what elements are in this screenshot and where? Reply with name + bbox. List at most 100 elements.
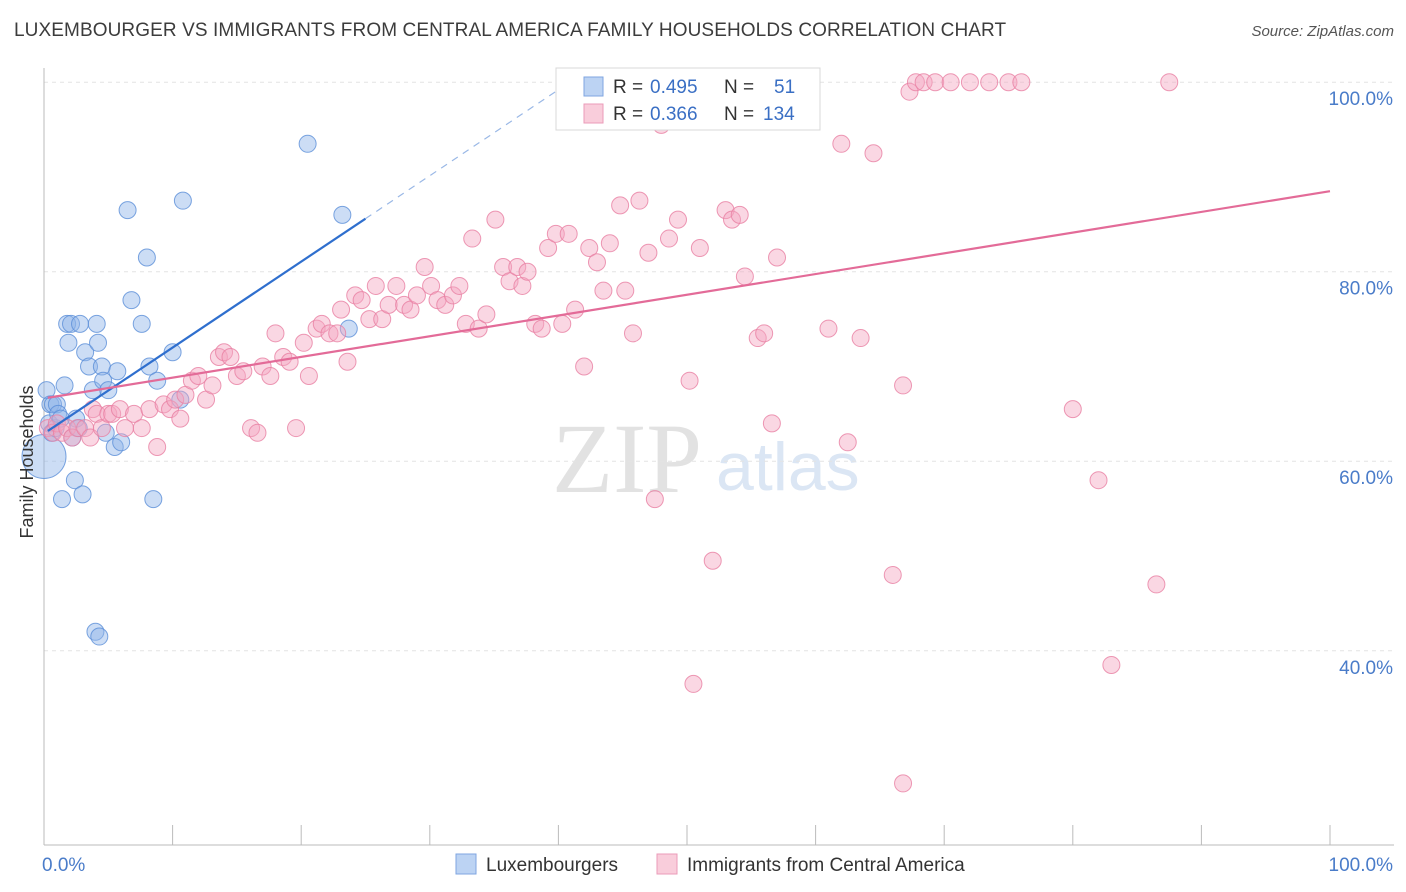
immigrant-point-122 xyxy=(926,73,945,92)
immigrant-point-43 xyxy=(299,366,318,385)
immigrant-point-103 xyxy=(730,205,749,224)
legend-swatch-immigrants xyxy=(656,853,678,875)
immigrant-point-135 xyxy=(894,774,913,793)
immigrant-point-53 xyxy=(366,276,385,295)
immigrant-point-79 xyxy=(546,224,565,243)
immigrant-point-6 xyxy=(68,419,87,438)
trend-lines xyxy=(47,84,1331,432)
legend-swatch-blue xyxy=(583,76,604,97)
correlation-legend: R = 0.495 N = 51 R = 0.366 N = 134 xyxy=(555,67,821,131)
legend-r-value-2: 0.366 xyxy=(650,104,698,125)
immigrant-point-86 xyxy=(594,281,613,300)
legend-swatch-luxembourgers xyxy=(455,853,477,875)
immigrant-point-92 xyxy=(639,243,658,262)
immigrant-point-100 xyxy=(703,551,722,570)
immigrant-point-49 xyxy=(338,352,357,371)
immigrant-point-113 xyxy=(832,134,851,153)
luxembourger-point-26 xyxy=(89,333,108,352)
luxembourger-point-27 xyxy=(90,627,109,646)
immigrant-point-51 xyxy=(352,291,371,310)
immigrant-point-48 xyxy=(332,300,351,319)
immigrant-point-127 xyxy=(1012,73,1031,92)
immigrant-point-98 xyxy=(684,674,703,693)
legend-label-luxembourgers: Luxembourgers xyxy=(486,855,618,876)
immigrant-point-93 xyxy=(645,490,664,509)
luxembourger-point-40 xyxy=(144,490,163,509)
immigrant-point-30 xyxy=(215,343,234,362)
immigrant-point-95 xyxy=(659,229,678,248)
luxembourger-point-44 xyxy=(173,191,192,210)
luxembourger-point-32 xyxy=(105,438,124,457)
immigrant-point-41 xyxy=(287,419,306,438)
immigrant-point-132 xyxy=(1160,73,1179,92)
immigrant-point-108 xyxy=(768,248,787,267)
immigrant-point-42 xyxy=(294,333,313,352)
immigrant-point-88 xyxy=(611,196,630,215)
immigrant-point-38 xyxy=(266,324,285,343)
luxembourger-point-43 xyxy=(171,390,190,409)
luxembourger-point-8 xyxy=(49,404,68,423)
watermark-atlas: atlas xyxy=(716,429,860,505)
immigrant-point-96 xyxy=(668,210,687,229)
immigrant-point-104 xyxy=(735,267,754,286)
immigrant-point-59 xyxy=(407,286,426,305)
immigrant-point-50 xyxy=(346,286,365,305)
immigrant-point-19 xyxy=(148,438,167,457)
luxembourger-trend-line xyxy=(47,217,367,432)
watermark-zip: ZIP xyxy=(552,403,702,514)
immigrant-point-80 xyxy=(553,314,572,333)
immigrant-point-119 xyxy=(900,82,919,101)
x-tick-label-1: 100.0% xyxy=(1329,855,1394,876)
source-credit: Source: ZipAtlas.com xyxy=(1251,23,1394,40)
luxembourger-point-45 xyxy=(298,134,317,153)
legend-r-label-1: R = xyxy=(613,77,643,98)
immigrant-point-20 xyxy=(154,395,173,414)
luxembourger-point-19 xyxy=(71,314,90,333)
immigrant-point-63 xyxy=(436,295,455,314)
immigrant-point-117 xyxy=(883,565,902,584)
immigrant-point-17 xyxy=(132,419,151,438)
immigrant-point-34 xyxy=(242,419,261,438)
immigrant-point-116 xyxy=(864,144,883,163)
immigrant-point-85 xyxy=(587,253,606,272)
legend-n-label-2: N = xyxy=(724,104,754,125)
immigrant-point-107 xyxy=(762,414,781,433)
immigrant-point-5 xyxy=(63,428,82,447)
immigrant-point-125 xyxy=(980,73,999,92)
legend-n-label-1: N = xyxy=(724,77,754,98)
immigrant-point-82 xyxy=(566,300,585,319)
luxembourger-point-22 xyxy=(80,357,99,376)
immigrant-point-65 xyxy=(450,276,469,295)
immigrant-point-23 xyxy=(171,409,190,428)
immigrant-point-90 xyxy=(623,324,642,343)
immigrant-point-40 xyxy=(280,352,299,371)
tick-labels: 100.0% 80.0% 60.0% 40.0% 0.0% 100.0% xyxy=(42,89,1393,876)
legend-swatch-pink xyxy=(583,103,604,124)
axes xyxy=(43,68,1394,846)
immigrant-point-35 xyxy=(248,423,267,442)
immigrant-point-77 xyxy=(532,319,551,338)
luxembourger-point-34 xyxy=(112,433,131,452)
immigrant-point-115 xyxy=(851,329,870,348)
luxembourger-point-16 xyxy=(65,471,84,490)
immigrant-point-75 xyxy=(518,262,537,281)
immigrant-point-18 xyxy=(140,400,159,419)
immigrant-point-83 xyxy=(575,357,594,376)
luxembourger-point-10 xyxy=(53,490,72,509)
immigrant-trend-line xyxy=(47,190,1331,399)
luxembourger-point-37 xyxy=(132,314,151,333)
data-points xyxy=(21,73,1179,793)
immigrant-point-0 xyxy=(38,419,57,438)
legend-n-value-2: 134 xyxy=(763,104,795,125)
immigrant-point-101 xyxy=(716,201,735,220)
immigrant-point-123 xyxy=(941,73,960,92)
luxembourger-point-47 xyxy=(339,319,358,338)
luxembourger-point-25 xyxy=(87,314,106,333)
immigrant-point-128 xyxy=(1063,400,1082,419)
immigrant-point-131 xyxy=(1147,575,1166,594)
immigrant-point-57 xyxy=(395,295,414,314)
luxembourger-trend-extension xyxy=(365,84,566,220)
luxembourger-point-36 xyxy=(122,291,141,310)
immigrant-point-67 xyxy=(463,229,482,248)
immigrant-point-25 xyxy=(182,371,201,390)
